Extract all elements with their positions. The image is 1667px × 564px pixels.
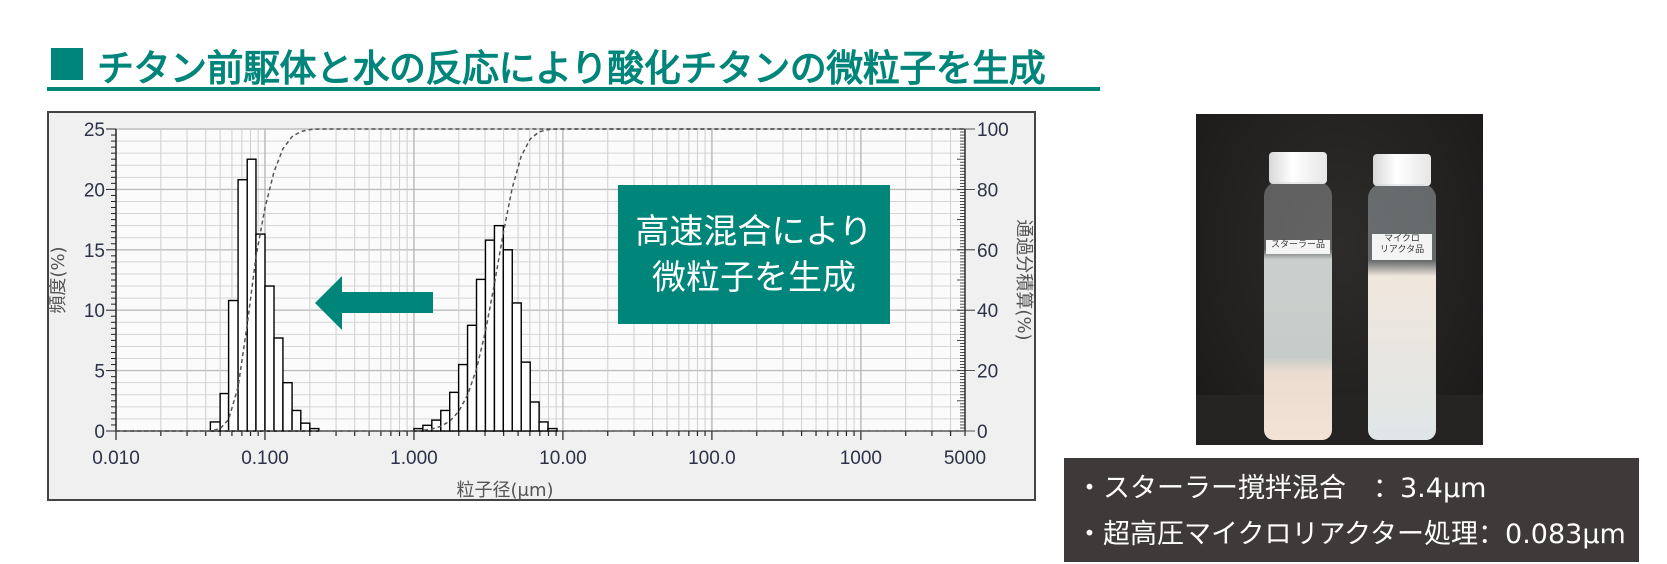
y2-tick-label: 80 [977,180,998,201]
histogram-bar [538,421,549,432]
x-tick-label: 1000 [840,448,882,469]
cumulative-curve [116,128,965,432]
arrow-left-icon [315,276,433,330]
bottle-left-label: スターラー品 [1266,240,1330,254]
y-tick-label: 0 [94,422,105,443]
y2-tick-label: 0 [977,422,988,443]
y2-tick-label: 100 [977,120,1009,141]
y2-tick-label: 60 [977,241,998,262]
caption-line1: ・スターラー撹拌混合 ：3.4μm [1076,473,1487,504]
page-title: チタン前駆体と水の反応により酸化チタンの微粒子を生成 [97,47,1046,90]
histogram-bar [475,278,487,432]
histogram-bar [219,392,230,432]
histogram-bar [502,249,513,432]
y-tick-label: 25 [84,120,105,141]
bottle-right-label: マイクロ リアクタ品 [1372,234,1432,260]
histogram-bar [493,224,505,432]
y2-tick-label: 40 [977,301,998,322]
bottle-right-label-line1: マイクロ [1384,234,1420,244]
title-square-icon [51,48,83,80]
cumulative-curve [116,128,965,432]
y-tick-label: 15 [84,241,105,262]
callout-line1: 高速混合により [635,211,873,252]
histogram-bar [246,158,257,432]
histogram-bar [273,337,284,432]
histogram-bar [264,285,275,432]
histogram-bar [449,391,460,432]
histogram-bar [547,427,558,432]
bottle-cap-right [1373,154,1431,186]
y-tick-label: 10 [84,301,105,322]
histogram-bar [237,179,248,432]
callout-line2: 微粒子を生成 [652,257,856,298]
y-axis-title: 頻度(%) [48,246,69,313]
bottle-right [1368,184,1436,440]
x-tick-label: 5000 [944,448,986,469]
y2-axis-title: 通過分積算(%) [1013,219,1034,340]
histogram-bar [484,239,496,432]
y2-tick-label: 20 [977,362,998,383]
histogram-bar [227,299,239,432]
histogram-bar [529,401,540,432]
histogram-bar [291,409,302,432]
x-tick-label: 0.100 [241,448,289,469]
histogram-bar [520,361,531,432]
photo-floor [1196,395,1483,445]
x-tick-label: 10.00 [539,448,587,469]
caption-line2: ・超高圧マイクロリアクター処理：0.083μm [1076,519,1626,550]
histogram-bar [440,409,451,432]
callout-box: 高速混合により 微粒子を生成 [618,185,890,324]
x-tick-label: 1.000 [390,448,438,469]
histogram-bar [466,324,478,432]
bottle-left [1264,182,1332,440]
y-tick-label: 5 [94,362,105,383]
bottle-right-label-line2: リアクタ品 [1379,245,1425,255]
result-caption: ・スターラー撹拌混合 ：3.4μm ・超高圧マイクロリアクター処理：0.083μ… [1064,458,1639,562]
title-underline [47,87,1100,91]
histogram-bar [255,233,266,432]
histogram-bar [300,422,311,432]
histogram-bar [511,302,522,432]
x-tick-label: 0.010 [92,448,140,469]
x-axis-title: 粒子径(μm) [456,480,553,501]
sample-bottles-photo: スターラー品 マイクロ リアクタ品 [1196,114,1483,445]
bottle-cap-left [1269,152,1327,184]
x-tick-label: 100.0 [688,448,736,469]
y-tick-label: 20 [84,180,105,201]
histogram-bar [282,381,293,432]
